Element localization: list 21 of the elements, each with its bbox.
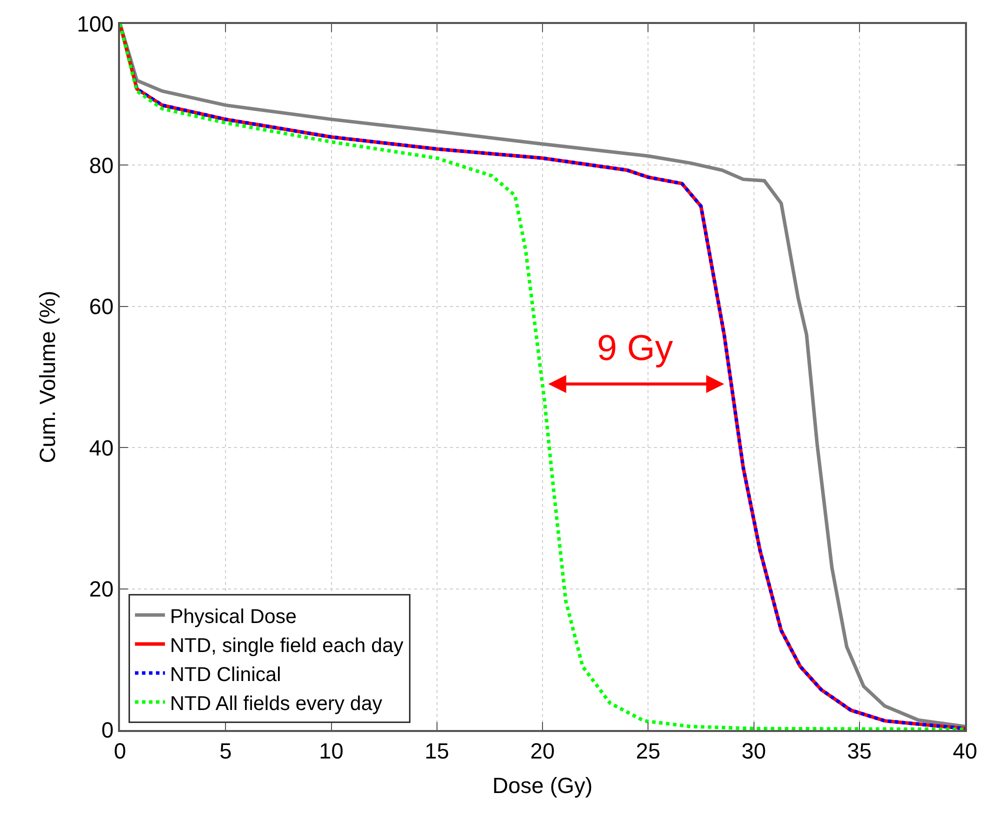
x-tick-label: 15 bbox=[424, 738, 450, 764]
x-tick-label: 35 bbox=[847, 738, 872, 764]
legend-label: Physical Dose bbox=[170, 606, 297, 628]
x-axis-title: Dose (Gy) bbox=[492, 772, 593, 798]
annotation: 9 Gy bbox=[597, 327, 674, 368]
x-tick-label: 25 bbox=[636, 738, 660, 764]
y-tick-label: 60 bbox=[89, 294, 114, 320]
legend-label: NTD Clinical bbox=[170, 664, 282, 686]
y-tick-label: 0 bbox=[101, 718, 114, 743]
x-tick-label: 40 bbox=[952, 738, 978, 764]
y-tick-label: 20 bbox=[89, 576, 114, 602]
legend-label: NTD, single field each day bbox=[170, 634, 404, 657]
legend-label: NTD All fields every day bbox=[170, 692, 382, 715]
y-tick-label: 100 bbox=[76, 12, 114, 37]
x-tick-label: 5 bbox=[220, 738, 232, 764]
y-tick-label: 40 bbox=[89, 435, 114, 460]
y-tick-label: 80 bbox=[89, 152, 114, 178]
x-tick-label: 10 bbox=[319, 738, 344, 764]
x-tick-label: 30 bbox=[742, 738, 766, 764]
x-tick-label: 20 bbox=[530, 738, 555, 764]
y-axis-title: Cum. Volume (%) bbox=[35, 290, 60, 464]
